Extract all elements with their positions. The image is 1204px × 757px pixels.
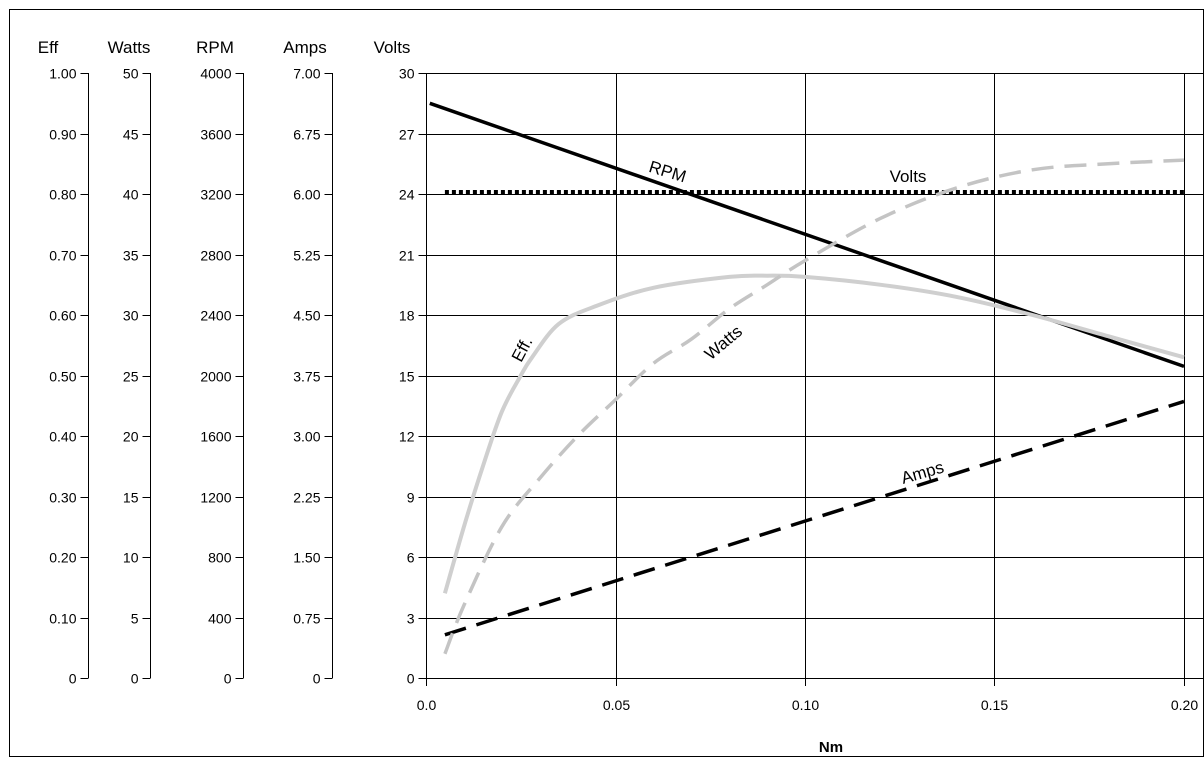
x-tick-label: 0.05 bbox=[603, 697, 630, 713]
y-tick-label-amps: 4.50 bbox=[293, 308, 320, 324]
series-line-watts bbox=[443, 158, 1185, 655]
y-tick-label-amps: 7.00 bbox=[293, 66, 320, 82]
y-tick-label-watts: 50 bbox=[123, 66, 139, 82]
y-tick-label-rpm: 1200 bbox=[200, 490, 231, 506]
y-tick-label-eff: 0.20 bbox=[49, 550, 76, 566]
y-axis-title-volts: Volts bbox=[374, 38, 411, 57]
y-tick-label-volts: 9 bbox=[407, 490, 415, 506]
series bbox=[429, 101, 1185, 655]
y-tick-label-rpm: 3200 bbox=[200, 187, 231, 203]
chart-frame bbox=[9, 9, 1204, 757]
series-line-amps bbox=[444, 399, 1185, 637]
y-tick-label-eff: 0.10 bbox=[49, 611, 76, 627]
grid bbox=[426, 73, 1204, 678]
curve-label-volts: Volts bbox=[890, 167, 927, 186]
y-tick-label-watts: 15 bbox=[123, 490, 139, 506]
axes: Eff 0 0.10 0.20 0.30 0.40 0.50 0.60 0.70 0.80 0.90… bbox=[38, 38, 1204, 756]
y-tick-label-amps: 6.00 bbox=[293, 187, 320, 203]
y-tick-label-eff: 0.30 bbox=[49, 490, 76, 506]
y-tick-label-volts: 18 bbox=[399, 308, 415, 324]
y-tick-label-rpm: 800 bbox=[208, 550, 232, 566]
y-tick-label-amps: 2.25 bbox=[293, 490, 320, 506]
y-tick-label-volts: 21 bbox=[399, 248, 415, 264]
y-tick-label-eff: 0.80 bbox=[49, 187, 76, 203]
y-tick-label-volts: 3 bbox=[407, 611, 415, 627]
y-tick-label-eff: 0.50 bbox=[49, 369, 76, 385]
y-tick-label-amps: 3.75 bbox=[293, 369, 320, 385]
y-tick-label-watts: 40 bbox=[123, 187, 139, 203]
y-axis-title-watts: Watts bbox=[108, 38, 151, 57]
y-tick-label-watts: 45 bbox=[123, 127, 139, 143]
y-tick-label-watts: 35 bbox=[123, 248, 139, 264]
x-tick-label: 0.15 bbox=[981, 697, 1008, 713]
y-tick-label-eff: 0.70 bbox=[49, 248, 76, 264]
y-axis-title-amps: Amps bbox=[283, 38, 326, 57]
y-tick-label-rpm: 400 bbox=[208, 611, 232, 627]
y-tick-label-rpm: 1600 bbox=[200, 429, 231, 445]
y-tick-label-rpm: 2400 bbox=[200, 308, 231, 324]
y-tick-label-volts: 0 bbox=[407, 671, 415, 687]
y-tick-label-volts: 30 bbox=[399, 66, 415, 82]
y-tick-label-watts: 20 bbox=[123, 429, 139, 445]
y-tick-label-amps: 6.75 bbox=[293, 127, 320, 143]
x-tick-label: 0.0 bbox=[417, 697, 437, 713]
y-tick-label-amps: 0 bbox=[313, 671, 321, 687]
y-tick-label-eff: 0.40 bbox=[49, 429, 76, 445]
y-tick-label-eff: 0.60 bbox=[49, 308, 76, 324]
y-tick-label-rpm: 3600 bbox=[200, 127, 231, 143]
y-tick-label-watts: 10 bbox=[123, 550, 139, 566]
y-tick-label-watts: 25 bbox=[123, 369, 139, 385]
x-axis-title: Nm bbox=[819, 739, 843, 756]
y-axis-title-rpm: RPM bbox=[196, 38, 234, 57]
x-tick-label: 0.10 bbox=[792, 697, 819, 713]
y-tick-label-volts: 6 bbox=[407, 550, 415, 566]
y-tick-label-amps: 0.75 bbox=[293, 611, 320, 627]
x-tick-label: 0.20 bbox=[1171, 697, 1198, 713]
y-tick-label-watts: 0 bbox=[131, 671, 139, 687]
y-tick-label-eff: 0.90 bbox=[49, 127, 76, 143]
y-tick-label-rpm: 2800 bbox=[200, 248, 231, 264]
y-axis-title-eff: Eff bbox=[38, 38, 59, 57]
y-tick-label-volts: 24 bbox=[399, 187, 415, 203]
y-tick-label-watts: 30 bbox=[123, 308, 139, 324]
y-tick-label-volts: 12 bbox=[399, 429, 415, 445]
series-line-eff bbox=[442, 273, 1185, 594]
y-tick-label-amps: 3.00 bbox=[293, 429, 320, 445]
y-tick-label-rpm: 0 bbox=[224, 671, 232, 687]
y-tick-label-volts: 27 bbox=[399, 127, 415, 143]
y-tick-label-amps: 1.50 bbox=[293, 550, 320, 566]
y-tick-label-eff: 1.00 bbox=[49, 66, 76, 82]
y-tick-label-rpm: 2000 bbox=[200, 369, 231, 385]
y-tick-label-volts: 15 bbox=[399, 369, 415, 385]
y-tick-label-amps: 5.25 bbox=[293, 248, 320, 264]
y-tick-label-eff: 0 bbox=[69, 671, 77, 687]
y-tick-label-watts: 5 bbox=[131, 611, 139, 627]
y-tick-label-rpm: 4000 bbox=[200, 66, 231, 82]
